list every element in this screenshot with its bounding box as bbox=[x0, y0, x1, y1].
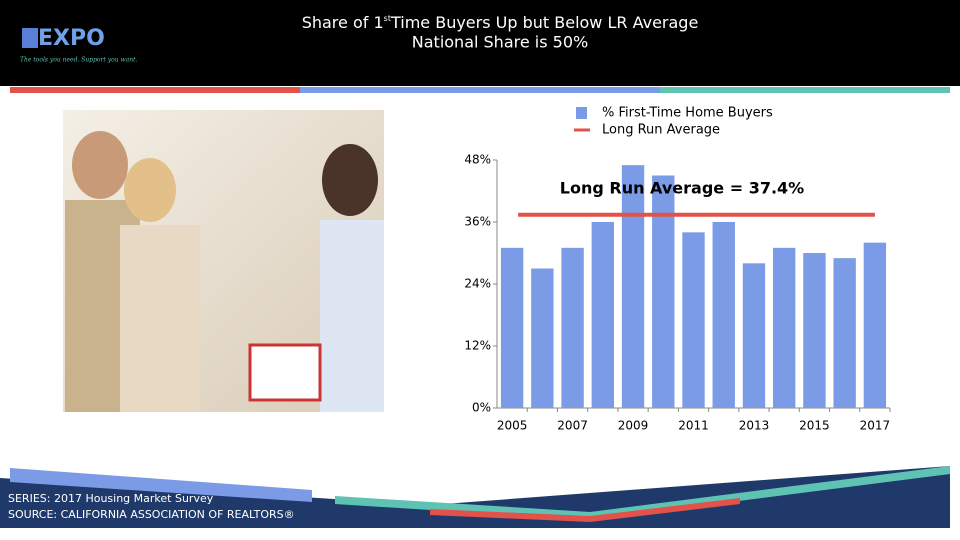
title-superscript: st bbox=[384, 14, 391, 23]
x-tick-label: 2013 bbox=[739, 419, 770, 433]
legend-swatch bbox=[576, 107, 587, 119]
footer-source: SOURCE: CALIFORNIA ASSOCIATION OF REALTO… bbox=[8, 508, 295, 521]
logo-flag bbox=[22, 28, 38, 48]
bar bbox=[863, 242, 887, 408]
x-tick-label: 2015 bbox=[799, 419, 830, 433]
bar bbox=[773, 247, 796, 408]
bar bbox=[682, 232, 705, 408]
logo: EXPO bbox=[38, 26, 105, 51]
y-tick-label: 48% bbox=[464, 153, 491, 167]
chart: 0% 12% 24% 36% 48% 2005 2007 2009 2011 2013 2015 20… bbox=[464, 106, 891, 433]
x-tick-label: 2007 bbox=[557, 419, 588, 433]
y-tick-label: 0% bbox=[472, 401, 491, 415]
title-part: Share of 1 bbox=[302, 13, 384, 32]
annotation: Long Run Average = 37.4% bbox=[560, 179, 804, 198]
bar bbox=[531, 268, 554, 408]
bar bbox=[621, 165, 645, 408]
header-stripe bbox=[10, 87, 300, 93]
y-tick-label: 36% bbox=[464, 215, 491, 229]
y-tick-label: 24% bbox=[464, 277, 491, 291]
bar bbox=[833, 258, 856, 408]
photo bbox=[63, 110, 384, 412]
tagline: The tools you need. Support you want. bbox=[20, 57, 137, 64]
subtitle: National Share is 50% bbox=[412, 33, 588, 52]
header-stripe bbox=[660, 87, 950, 93]
bar bbox=[591, 222, 614, 408]
footer-shapes bbox=[0, 466, 950, 528]
title-part: Time Buyers Up but Below LR Average bbox=[390, 13, 698, 32]
legend-label: % First-Time Home Buyers bbox=[602, 106, 773, 121]
bar bbox=[652, 175, 675, 408]
y-tick-label: 12% bbox=[464, 339, 491, 353]
x-tick-label: 2011 bbox=[678, 419, 709, 433]
header-band bbox=[0, 0, 960, 86]
x-tick-label: 2005 bbox=[497, 419, 528, 433]
title: Share of 1stTime Buyers Up but Below LR … bbox=[302, 13, 699, 32]
x-tick-label: 2009 bbox=[618, 419, 649, 433]
bar bbox=[712, 222, 735, 408]
legend-label: Long Run Average bbox=[602, 123, 720, 138]
bar bbox=[742, 263, 766, 408]
x-tick-label: 2017 bbox=[860, 419, 891, 433]
header-stripe bbox=[300, 87, 660, 93]
bar bbox=[500, 247, 524, 408]
bar bbox=[561, 247, 584, 408]
footer-series: SERIES: 2017 Housing Market Survey bbox=[8, 492, 214, 505]
bar bbox=[803, 253, 826, 408]
